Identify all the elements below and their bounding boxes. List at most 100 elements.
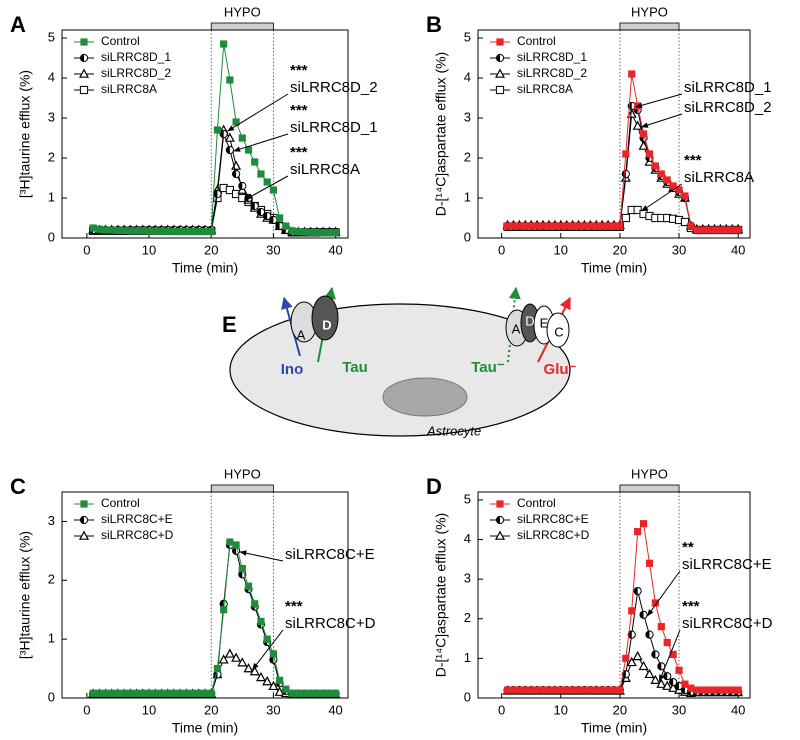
marker-shape xyxy=(244,582,253,590)
point xyxy=(201,228,209,236)
point xyxy=(681,680,689,688)
point xyxy=(569,222,577,230)
marker-shape xyxy=(645,631,650,639)
point xyxy=(120,226,128,234)
marker-shape xyxy=(126,689,134,697)
marker-shape xyxy=(626,108,637,118)
marker-shape xyxy=(610,222,618,230)
marker-shape xyxy=(288,689,296,697)
marker-shape xyxy=(639,611,644,619)
x-tick-label: 40 xyxy=(328,242,342,257)
significance: *** xyxy=(290,102,308,119)
marker-shape xyxy=(574,222,583,230)
point xyxy=(325,689,333,697)
point xyxy=(705,686,713,694)
annotation-arrow xyxy=(658,629,681,682)
point xyxy=(251,158,259,166)
marker-shape xyxy=(563,222,571,230)
marker-shape xyxy=(237,657,248,667)
point xyxy=(263,211,272,221)
marker-shape xyxy=(269,650,277,658)
annotation-arrow xyxy=(227,93,289,132)
diagram: E Astrocyte A D Ino Tau A D E C Tau⁻ Glu… xyxy=(222,286,577,438)
marker-shape xyxy=(274,686,285,696)
x-tick-label: 20 xyxy=(613,242,627,257)
marker-shape xyxy=(710,686,719,694)
legend-marker xyxy=(78,530,90,540)
marker-shape xyxy=(557,686,565,694)
point xyxy=(693,686,701,694)
point xyxy=(257,617,265,626)
point xyxy=(257,170,265,178)
marker-shape xyxy=(151,689,159,697)
marker-shape xyxy=(699,226,707,234)
point xyxy=(114,689,122,697)
marker-shape xyxy=(188,689,197,697)
point xyxy=(139,227,147,235)
point xyxy=(331,229,340,237)
point xyxy=(275,221,284,231)
annotation-label: siLRRC8C+E xyxy=(682,556,772,573)
point xyxy=(651,162,659,170)
marker-shape xyxy=(580,686,589,694)
significance: *** xyxy=(285,598,303,615)
marker-shape xyxy=(656,678,667,688)
significance: ** xyxy=(682,539,694,556)
subunit-label: E xyxy=(540,315,549,330)
point xyxy=(95,689,103,697)
marker-shape xyxy=(80,516,84,524)
marker-shape xyxy=(262,676,273,686)
point xyxy=(521,222,529,230)
point xyxy=(632,650,643,661)
marker-shape xyxy=(639,130,648,138)
point xyxy=(616,222,624,230)
marker-shape xyxy=(644,668,655,679)
marker-shape xyxy=(734,686,742,694)
point xyxy=(663,638,671,647)
marker-shape xyxy=(282,685,290,693)
y-tick-label: 5 xyxy=(464,491,471,506)
x-tick-label: 10 xyxy=(554,702,568,717)
point xyxy=(639,130,648,138)
y-tick-label: 3 xyxy=(464,109,471,124)
plot-frame xyxy=(477,491,751,699)
point xyxy=(176,689,184,697)
panel: C HYPO 0 10 20 30 40 0 1 2 3 Time (min) [³H]taurine … xyxy=(10,466,376,735)
point xyxy=(539,686,547,694)
point xyxy=(669,182,677,190)
marker-shape xyxy=(325,689,333,697)
marker-shape xyxy=(716,686,725,694)
legend-marker xyxy=(80,38,88,46)
point xyxy=(551,686,559,694)
point xyxy=(674,682,684,691)
legend-label: siLRRC8C+E xyxy=(517,512,589,526)
annotation-label: siLRRC8C+D xyxy=(285,615,376,632)
point xyxy=(656,678,667,688)
point xyxy=(527,222,535,230)
x-tick-label: 0 xyxy=(498,242,505,257)
marker-shape xyxy=(276,676,284,684)
marker-shape xyxy=(151,227,159,235)
marker-shape xyxy=(182,228,190,236)
marker-shape xyxy=(616,686,624,694)
point xyxy=(533,222,541,230)
point xyxy=(669,650,677,659)
legend-label: siLRRC8A xyxy=(517,82,573,96)
point xyxy=(213,189,222,199)
point xyxy=(89,689,97,697)
legend-label: siLRRC8C+D xyxy=(101,528,174,542)
marker-shape xyxy=(319,689,327,697)
point xyxy=(145,227,153,235)
marker-shape xyxy=(188,228,197,236)
annotation-arrow xyxy=(245,175,289,200)
annotation-label: siLRRC8C+D xyxy=(682,615,773,632)
point xyxy=(633,586,642,596)
point xyxy=(188,228,197,236)
marker-shape xyxy=(269,186,277,194)
point xyxy=(592,686,600,694)
marker-shape xyxy=(231,652,242,662)
marker-shape xyxy=(622,150,630,158)
marker-shape xyxy=(680,217,690,227)
subunit-label: A xyxy=(512,321,521,336)
marker-shape xyxy=(300,228,309,236)
